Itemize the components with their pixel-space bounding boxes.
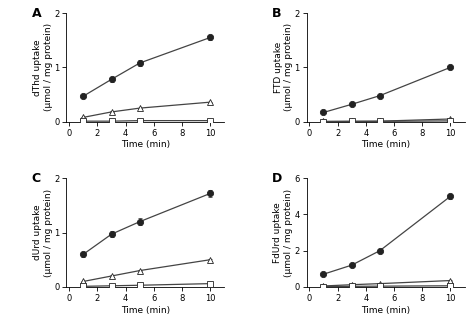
X-axis label: Time (min): Time (min) — [121, 141, 170, 149]
Y-axis label: FdUrd uptake
(μmol / mg protein): FdUrd uptake (μmol / mg protein) — [273, 188, 293, 276]
Y-axis label: dThd uptake
(μmol / mg protein): dThd uptake (μmol / mg protein) — [33, 23, 53, 111]
Text: D: D — [272, 172, 282, 185]
Y-axis label: dUrd uptake
(μmol / mg protein): dUrd uptake (μmol / mg protein) — [33, 188, 53, 276]
X-axis label: Time (min): Time (min) — [361, 141, 410, 149]
Y-axis label: FTD uptake
(μmol / mg protein): FTD uptake (μmol / mg protein) — [273, 23, 293, 111]
Text: A: A — [32, 7, 41, 20]
Text: C: C — [32, 172, 41, 185]
Text: B: B — [272, 7, 281, 20]
X-axis label: Time (min): Time (min) — [361, 305, 410, 315]
X-axis label: Time (min): Time (min) — [121, 305, 170, 315]
